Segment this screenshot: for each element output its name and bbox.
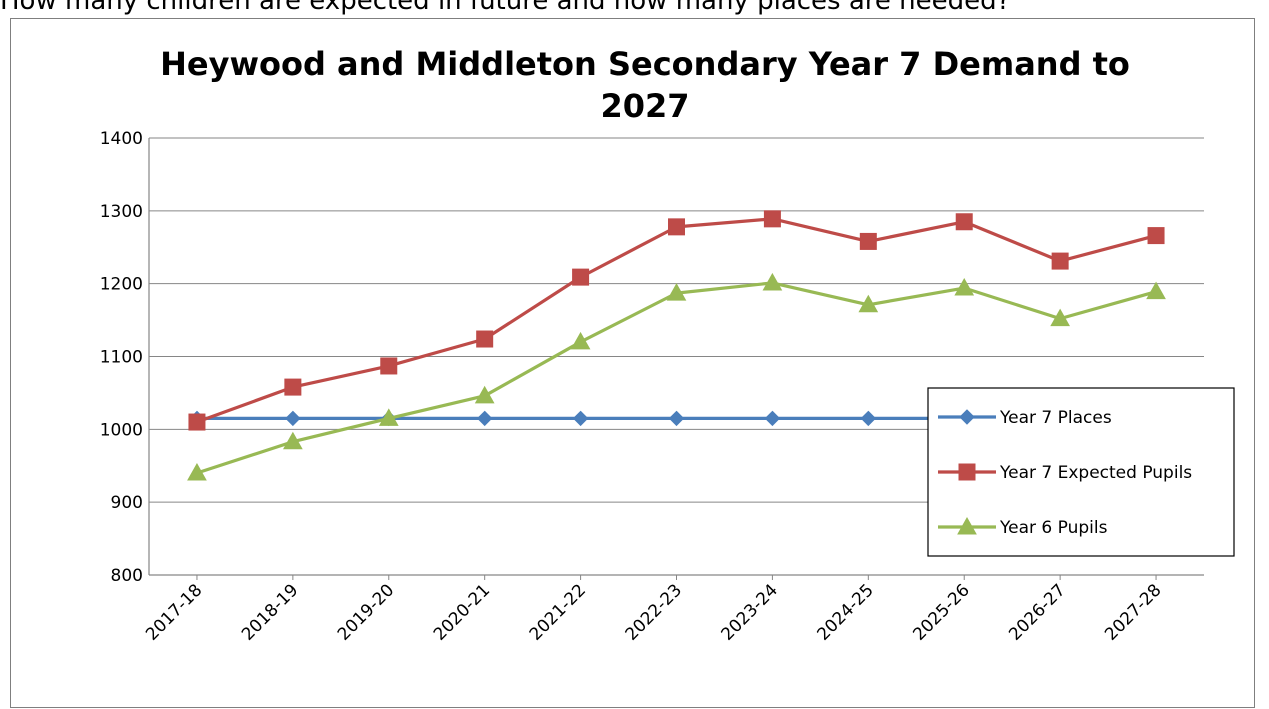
legend-item: Year 7 Expected Pupils bbox=[938, 463, 1192, 483]
chart-title: Heywood and Middleton Secondary Year 7 D… bbox=[160, 45, 1130, 125]
data-point bbox=[764, 410, 781, 427]
line-chart: Heywood and Middleton Secondary Year 7 D… bbox=[100, 45, 1235, 645]
legend-swatch-marker bbox=[958, 463, 976, 481]
legend-item: Year 7 Places bbox=[938, 408, 1112, 428]
data-point bbox=[955, 213, 973, 231]
data-point bbox=[188, 413, 206, 431]
legend-item: Year 6 Pupils bbox=[938, 516, 1108, 538]
y-axis-ticks: 800 900 1000 1100 1200 1300 1400 bbox=[100, 129, 143, 586]
data-point bbox=[666, 283, 687, 301]
x-tick-label: 2017-18 bbox=[142, 580, 206, 644]
x-tick-label: 2024-25 bbox=[813, 580, 877, 644]
chart-title-line: Heywood and Middleton Secondary Year 7 D… bbox=[160, 45, 1130, 83]
y-tick-label: 1000 bbox=[100, 420, 143, 440]
series-2 bbox=[187, 272, 1166, 481]
data-point bbox=[668, 218, 685, 236]
legend-label: Year 7 Expected Pupils bbox=[999, 463, 1192, 483]
data-point bbox=[1147, 227, 1165, 245]
data-point bbox=[476, 410, 493, 427]
x-tick-label: 2026-27 bbox=[1005, 580, 1069, 644]
data-point bbox=[570, 331, 591, 350]
x-tick-label: 2022-23 bbox=[622, 580, 686, 644]
y-tick-label: 1100 bbox=[100, 348, 143, 368]
x-tick-label: 2019-20 bbox=[334, 580, 398, 644]
data-point bbox=[763, 210, 781, 228]
data-point bbox=[1146, 281, 1166, 300]
data-point bbox=[954, 278, 975, 296]
x-tick-label: 2021-22 bbox=[526, 580, 590, 644]
data-point bbox=[284, 378, 302, 396]
data-point bbox=[1050, 308, 1070, 327]
y-tick-label: 1400 bbox=[100, 129, 143, 149]
legend-swatch-marker bbox=[959, 409, 975, 425]
series-1 bbox=[188, 210, 1165, 431]
x-tick-label: 2025-26 bbox=[909, 580, 973, 644]
data-point bbox=[1051, 252, 1069, 270]
y-tick-label: 900 bbox=[111, 493, 143, 513]
data-point bbox=[187, 463, 207, 481]
x-tick-label: 2027-28 bbox=[1101, 580, 1165, 644]
chart-frame: Heywood and Middleton Secondary Year 7 D… bbox=[10, 18, 1255, 708]
data-point bbox=[378, 408, 399, 426]
data-point bbox=[668, 410, 685, 427]
y-tick-label: 1300 bbox=[100, 202, 143, 222]
legend-swatch-marker bbox=[957, 516, 977, 535]
data-point bbox=[860, 410, 877, 427]
data-point bbox=[762, 272, 783, 291]
data-point bbox=[283, 431, 303, 450]
data-point bbox=[572, 410, 589, 427]
data-point bbox=[858, 294, 879, 313]
data-point bbox=[380, 357, 398, 375]
data-point bbox=[859, 232, 877, 250]
x-tick-label: 2023-24 bbox=[718, 580, 782, 644]
legend: Year 7 Places Year 7 Expected Pupils Year … bbox=[927, 387, 1235, 557]
data-point bbox=[474, 385, 495, 404]
legend-label: Year 7 Places bbox=[999, 408, 1112, 428]
data-point bbox=[572, 268, 590, 286]
chart-title-line: 2027 bbox=[600, 87, 689, 125]
x-tick-label: 2020-21 bbox=[430, 580, 494, 644]
y-tick-label: 800 bbox=[111, 566, 143, 586]
y-tick-label: 1200 bbox=[100, 275, 143, 295]
page-heading: How many children are expected in future… bbox=[0, 0, 1011, 16]
data-point bbox=[285, 410, 301, 427]
x-axis-ticks: 2017-18 2018-19 2019-20 2020-21 2021-22 2022-… bbox=[142, 575, 1166, 645]
series-layer bbox=[187, 210, 1166, 481]
data-point bbox=[476, 330, 494, 348]
legend-label: Year 6 Pupils bbox=[999, 518, 1108, 538]
x-tick-label: 2018-19 bbox=[238, 580, 302, 644]
